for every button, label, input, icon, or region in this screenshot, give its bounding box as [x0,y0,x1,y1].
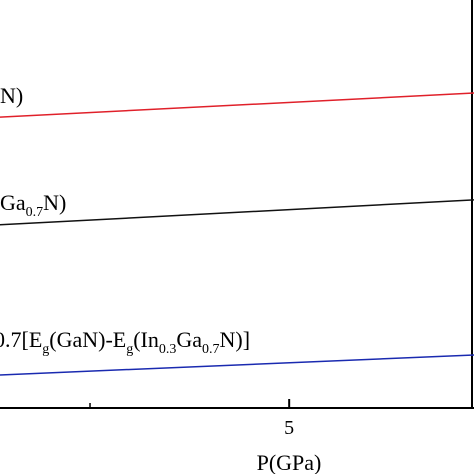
annotation-part: g [42,342,49,357]
annotation: 0.7[Eg(GaN)-Eg(In0.3Ga0.7N)] [0,327,250,357]
data-line [0,199,474,226]
annotation-part: Ga [176,327,202,352]
annotation-part: (In [133,327,159,352]
x-tick-label: 5 [284,417,294,439]
annotation-part: Ga [0,190,26,215]
data-line [0,92,474,118]
annotation-part: N) [0,83,23,108]
annotation-part: N)] [220,327,251,352]
annotation-part: N) [43,190,66,215]
data-line [0,354,474,376]
annotation-part: 0.7 [202,342,220,357]
x-axis-label: P(GPa) [257,450,322,474]
annotation-part: g [126,342,133,357]
annotation-part: (GaN)-E [49,327,126,352]
annotation: Ga0.7N) [0,190,66,220]
annotation-part: 0.3 [159,342,177,357]
annotation: N) [0,83,23,108]
annotation-part: 0.7[E [0,327,42,352]
annotation-part: 0.7 [26,205,44,220]
